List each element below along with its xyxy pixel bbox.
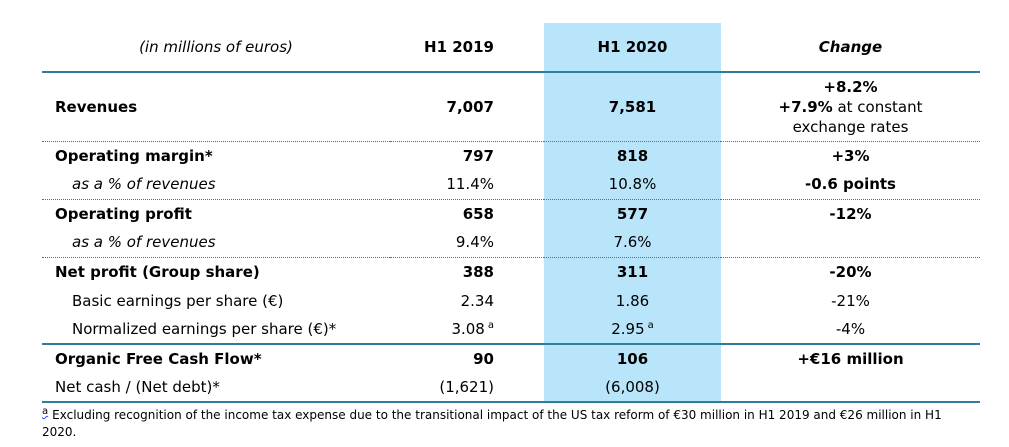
operating-margin-label: Operating margin* <box>55 146 213 165</box>
net-cash-h1-2020-value: (6,008) <box>544 373 721 403</box>
footnote-ref-a: a <box>487 320 494 331</box>
operating-profit-label: Operating profit <box>55 204 192 223</box>
net-profit-label: Net profit (Group share) <box>55 262 260 281</box>
footnote-ref-a: a <box>647 320 654 331</box>
col-header-h1-2020: H1 2020 <box>544 23 721 73</box>
row-net-profit: Net profit (Group share) 388 311 -20% <box>42 257 980 286</box>
revenues-h1-2020-value: 7,581 <box>544 72 721 142</box>
operating-margin-change-value: +3% <box>831 146 870 165</box>
operating-profit-change-value: -12% <box>829 204 872 223</box>
row-net-cash: Net cash / (Net debt)* (1,621) (6,008) <box>42 373 980 403</box>
col-header-h1-2019: H1 2019 <box>390 23 544 73</box>
net-profit-h1-2020-value: 311 <box>544 257 721 286</box>
revenues-change-value: +8.2% +7.9% at constant exchange rates <box>721 72 980 142</box>
footnote: a Excluding recognition of the income tax… <box>42 407 980 441</box>
profit-pct-h1-2020-value: 7.6% <box>544 228 721 258</box>
results-table-container: (in millions of euros) H1 2019 H1 2020 C… <box>42 23 980 441</box>
organic-fcf-h1-2019-value: 90 <box>473 350 494 368</box>
operating-profit-h1-2019-value: 658 <box>462 204 494 223</box>
profit-pct-change-value <box>721 228 980 258</box>
basic-eps-h1-2020-value: 1.86 <box>544 286 721 315</box>
operating-margin-h1-2019-value: 797 <box>462 146 494 165</box>
net-cash-change-value <box>721 373 980 403</box>
margin-pct-h1-2019-value: 11.4% <box>390 170 544 200</box>
row-operating-margin: Operating margin* 797 818 +3% <box>42 141 980 170</box>
normalized-eps-change-value: -4% <box>721 315 980 345</box>
financial-results-table: (in millions of euros) H1 2019 H1 2020 C… <box>42 23 980 403</box>
unit-label: (in millions of euros) <box>42 23 390 73</box>
row-organic-free-cash-flow: Organic Free Cash Flow* 90 106 +€16 mill… <box>42 344 980 373</box>
profit-pct-label: as a % of revenues <box>42 228 390 258</box>
profit-pct-h1-2019-value: 9.4% <box>390 228 544 258</box>
row-operating-profit: Operating profit 658 577 -12% <box>42 199 980 228</box>
revenues-h1-2019-value: 7,007 <box>390 72 544 142</box>
row-margin-pct-of-revenues: as a % of revenues 11.4% 10.8% -0.6 poin… <box>42 170 980 200</box>
margin-pct-label: as a % of revenues <box>42 170 390 200</box>
organic-fcf-h1-2020-value: 106 <box>544 344 721 373</box>
footnote-marker-a: a <box>42 406 49 417</box>
normalized-eps-h1-2020-value: 2.95 a <box>544 315 721 345</box>
revenues-change-text: +8.2% +7.9% at constant exchange rates <box>778 77 923 136</box>
net-cash-label: Net cash / (Net debt)* <box>42 373 390 403</box>
net-profit-change-value: -20% <box>829 262 872 281</box>
net-profit-h1-2019-value: 388 <box>462 262 494 281</box>
operating-profit-h1-2020-value: 577 <box>544 199 721 228</box>
revenues-label: Revenues <box>42 72 390 142</box>
margin-pct-change-value: -0.6 points <box>721 170 980 200</box>
organic-fcf-label: Organic Free Cash Flow* <box>55 350 262 368</box>
header-row: (in millions of euros) H1 2019 H1 2020 C… <box>42 23 980 73</box>
basic-eps-change-value: -21% <box>831 291 870 310</box>
col-header-change: Change <box>721 23 980 73</box>
row-normalized-eps: Normalized earnings per share (€)* 3.08 a… <box>42 315 980 345</box>
organic-fcf-change-value: +€16 million <box>797 350 904 368</box>
net-cash-h1-2019-value: (1,621) <box>390 373 544 403</box>
footnote-text-line1: Excluding recognition of the income tax … <box>52 408 942 422</box>
basic-eps-label: Basic earnings per share (€) <box>72 291 284 310</box>
row-basic-eps: Basic earnings per share (€) 2.34 1.86 -… <box>42 286 980 315</box>
basic-eps-h1-2019-value: 2.34 <box>460 291 494 310</box>
operating-margin-h1-2020-value: 818 <box>544 141 721 170</box>
row-profit-pct-of-revenues: as a % of revenues 9.4% 7.6% <box>42 228 980 258</box>
footnote-text-line2: 2020. <box>42 425 77 439</box>
normalized-eps-h1-2019-value: 3.08 a <box>390 315 544 345</box>
margin-pct-h1-2020-value: 10.8% <box>544 170 721 200</box>
row-revenues: Revenues 7,007 7,581 +8.2% +7.9% at cons… <box>42 72 980 142</box>
normalized-eps-label: Normalized earnings per share (€)* <box>42 315 390 345</box>
